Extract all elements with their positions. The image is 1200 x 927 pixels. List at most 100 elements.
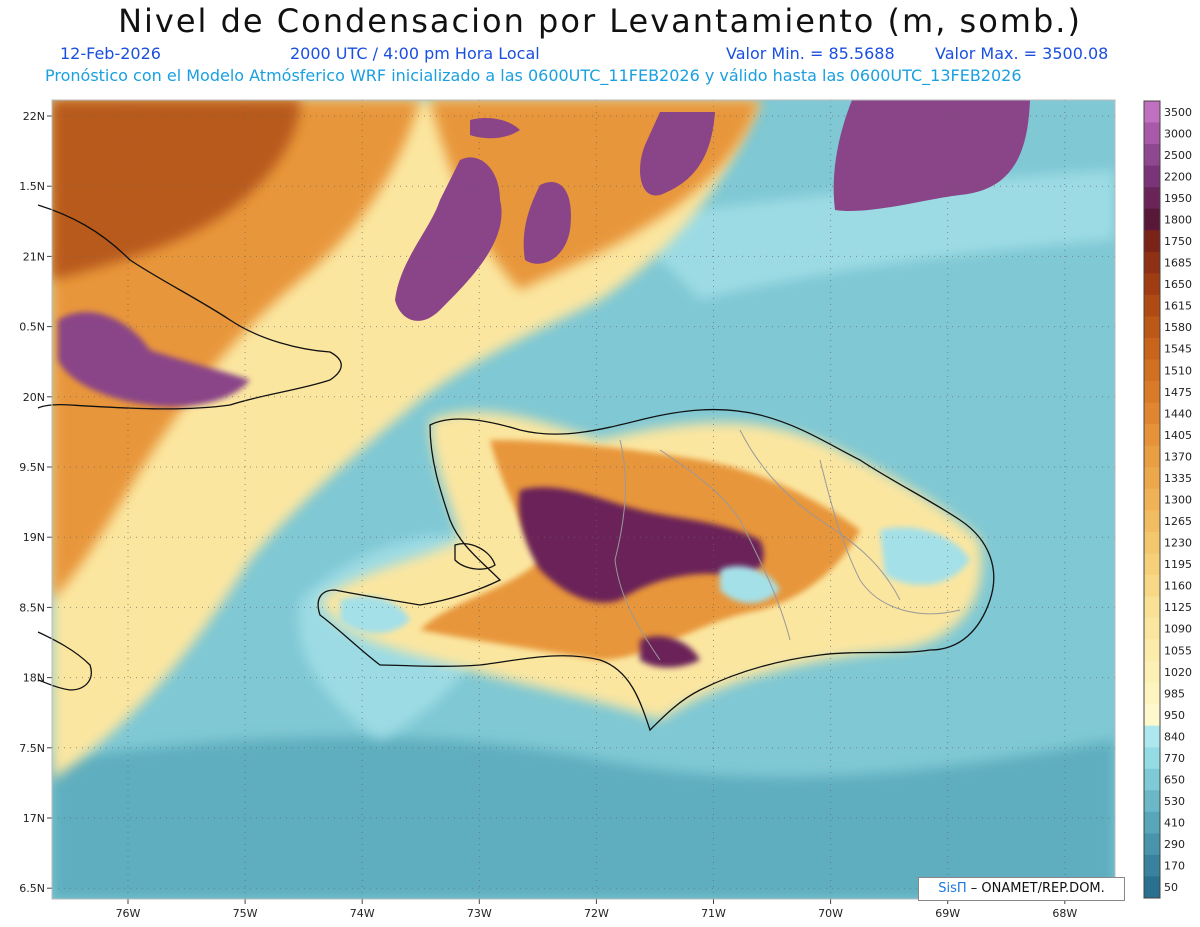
colorbar-label: 1370 xyxy=(1164,450,1192,463)
colorbar-label: 1195 xyxy=(1164,558,1192,571)
lon-label: 71W xyxy=(701,907,726,920)
colorbar-swatch xyxy=(1144,316,1160,339)
colorbar-label: 1160 xyxy=(1164,580,1192,593)
colorbar-swatch xyxy=(1144,187,1160,210)
credit-org: – ONAMET/REP.DOM. xyxy=(966,881,1105,896)
colorbar-swatch xyxy=(1144,122,1160,145)
lon-label: 76W xyxy=(116,907,141,920)
colorbar-label: 1125 xyxy=(1164,601,1192,614)
hispaniola-coastline xyxy=(317,408,995,732)
colorbar-swatch xyxy=(1144,424,1160,447)
colorbar-swatch xyxy=(1144,294,1160,317)
colorbar-swatch xyxy=(1144,402,1160,425)
colorbar-swatch xyxy=(1144,854,1160,877)
colorbar-swatch xyxy=(1144,381,1160,404)
lon-label: 72W xyxy=(584,907,609,920)
lat-label: 22N xyxy=(23,110,45,123)
colorbar-swatch xyxy=(1144,661,1160,684)
colorbar-label: 3000 xyxy=(1164,127,1192,140)
colorbar-label: 1650 xyxy=(1164,278,1192,291)
colorbar-swatch xyxy=(1144,165,1160,188)
forecast-date: 12-Feb-2026 xyxy=(60,44,161,63)
colorbar-label: 650 xyxy=(1164,774,1185,787)
colorbar-swatch xyxy=(1144,337,1160,360)
colorbar-swatch xyxy=(1144,144,1160,167)
colorbar-swatch xyxy=(1144,467,1160,490)
colorbar-swatch xyxy=(1144,876,1160,899)
colorbar-label: 985 xyxy=(1164,687,1185,700)
forecast-note: Pronóstico con el Modelo Atmósferico WRF… xyxy=(45,66,1022,85)
colorbar-label: 2200 xyxy=(1164,170,1192,183)
colorbar-swatch xyxy=(1144,553,1160,576)
lat-label: 9.5N xyxy=(19,461,45,474)
colorbar-swatch xyxy=(1144,101,1160,124)
lat-label: 6.5N xyxy=(19,882,45,895)
colorbar-label: 1685 xyxy=(1164,257,1192,270)
colorbar-swatch xyxy=(1144,833,1160,856)
colorbar-label: 1405 xyxy=(1164,429,1192,442)
lon-label: 69W xyxy=(935,907,960,920)
colorbar-swatch xyxy=(1144,725,1160,748)
purple-zone-cuba xyxy=(58,311,250,407)
lat-label: 19N xyxy=(23,531,45,544)
colorbar-label: 1580 xyxy=(1164,321,1192,334)
colorbar-label: 1615 xyxy=(1164,300,1192,313)
lon-label: 70W xyxy=(818,907,843,920)
colorbar-swatch xyxy=(1144,639,1160,662)
forecast-time: 2000 UTC / 4:00 pm Hora Local xyxy=(290,44,540,63)
colorbar-swatch xyxy=(1144,574,1160,597)
jamaica-coastline xyxy=(37,631,92,691)
longitude-labels: 76W 75W 74W 73W 72W 71W 70W 69W 68W xyxy=(116,907,1078,920)
colorbar-swatch xyxy=(1144,790,1160,813)
colorbar-label: 530 xyxy=(1164,795,1185,808)
lat-label: 8.5N xyxy=(19,601,45,614)
lon-label: 75W xyxy=(233,907,258,920)
lat-label: 17N xyxy=(23,812,45,825)
colorbar-swatch xyxy=(1144,488,1160,511)
purple-zone-far-northeast xyxy=(833,100,1030,212)
colorbar-label: 1335 xyxy=(1164,472,1192,485)
dark-orange-zone xyxy=(52,100,300,280)
hispaniola-cool-patch xyxy=(340,527,970,634)
colorbar-swatch xyxy=(1144,230,1160,253)
ocean-deep-field xyxy=(52,736,1115,899)
chart-title: Nivel de Condensacion por Levantamiento … xyxy=(118,2,1082,40)
colorbar-swatch xyxy=(1144,251,1160,274)
colorbar-label: 1475 xyxy=(1164,386,1192,399)
coastlines xyxy=(37,204,995,732)
colorbar-label: 1545 xyxy=(1164,343,1192,356)
colorbar-label: 290 xyxy=(1164,838,1185,851)
credit-brand: SisΠ xyxy=(938,881,967,896)
colorbar-label: 1440 xyxy=(1164,407,1192,420)
purple-zone-bahamas xyxy=(395,118,571,321)
gonave-island xyxy=(454,543,496,570)
lon-label: 68W xyxy=(1052,907,1077,920)
colorbar: 3500 3000 2500 2200 1950 1800 1750 1685 1650 1615… xyxy=(1143,100,1192,899)
colorbar-label: 410 xyxy=(1164,817,1185,830)
colorbar-swatch xyxy=(1144,747,1160,770)
colorbar-swatch xyxy=(1144,359,1160,382)
colorbar-swatch xyxy=(1144,617,1160,641)
colorbar-swatch xyxy=(1144,208,1160,231)
map-plot-area xyxy=(52,100,1115,899)
colorbar-label: 1090 xyxy=(1164,623,1192,636)
colorbar-swatch xyxy=(1144,273,1160,296)
province-borders xyxy=(614,429,961,661)
colorbar-label: 1950 xyxy=(1164,192,1192,205)
colorbar-swatch xyxy=(1144,531,1160,554)
colorbar-swatch xyxy=(1144,768,1160,791)
lat-label: 20N xyxy=(23,391,45,404)
colorbar-label: 1800 xyxy=(1164,213,1192,226)
colorbar-swatch xyxy=(1144,704,1160,727)
colorbar-label: 770 xyxy=(1164,752,1185,765)
lat-label: 7.5N xyxy=(19,742,45,755)
plot-frame xyxy=(51,99,1116,900)
colorbar-label: 1055 xyxy=(1164,644,1192,657)
graticule xyxy=(47,100,1115,904)
purple-zone-northeast xyxy=(640,112,715,196)
colorbar-label: 840 xyxy=(1164,730,1185,743)
colorbar-swatch xyxy=(1144,682,1160,705)
lat-label: 1.5N xyxy=(19,180,45,193)
colorbar-label: 1020 xyxy=(1164,666,1192,679)
